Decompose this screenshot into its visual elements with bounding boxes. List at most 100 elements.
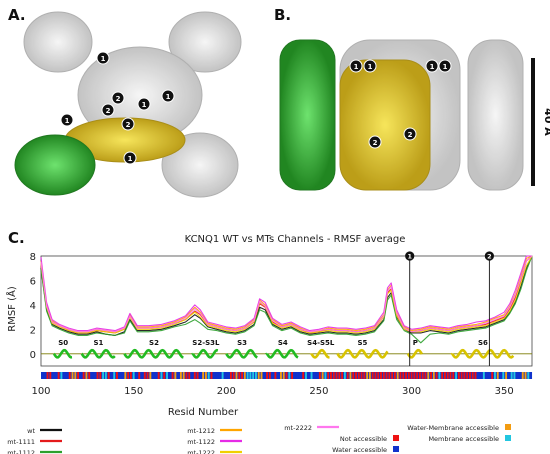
legend-label: mt-1111: [7, 438, 35, 446]
accessibility-residue: [138, 372, 141, 379]
accessibility-residue: [360, 372, 363, 379]
accessibility-residue: [71, 372, 74, 379]
accessibility-residue: [407, 372, 410, 379]
accessibility-residue: [430, 372, 432, 379]
x-tick-label: 350: [495, 386, 514, 397]
accessibility-residue: [474, 372, 477, 379]
accessibility-residue: [54, 372, 57, 379]
accessibility-residue: [260, 372, 263, 379]
accessibility-residue: [168, 372, 171, 379]
accessibility-residue: [296, 372, 299, 379]
accessibility-residue: [435, 372, 438, 379]
accessibility-residue: [299, 372, 302, 379]
accessibility-residue: [413, 372, 416, 379]
accessibility-residue: [377, 372, 380, 379]
accessibility-residue: [510, 372, 513, 379]
accessibility-residue: [274, 372, 277, 379]
accessibility-residue: [424, 372, 427, 379]
series-line-mt-1222: [40, 255, 533, 334]
accessibility-residue: [82, 372, 85, 379]
marker-circle: [484, 251, 494, 261]
accessibility-residue: [285, 372, 288, 379]
accessibility-residue: [196, 372, 199, 379]
chart-axes: 0 2 4 6 8 100 150 200 250 300 350: [30, 252, 533, 397]
helix-label: S4-S5L: [307, 339, 335, 347]
accessibility-residue: [338, 372, 341, 379]
helix-segment: [52, 348, 73, 359]
accessibility-residue: [243, 372, 246, 379]
structure-marker-label: 2: [126, 121, 131, 129]
accessibility-residue: [257, 372, 260, 379]
x-tick-label: 200: [217, 386, 236, 397]
x-tick-label: 100: [31, 386, 50, 397]
accessibility-residue: [102, 372, 105, 379]
legend-swatch: [505, 424, 511, 430]
structure-marker-label: 1: [128, 155, 133, 163]
helix-segment: [191, 348, 219, 359]
legend-label: wt: [27, 427, 35, 435]
series-line-mt-2222: [40, 255, 533, 333]
accessibility-residue: [249, 372, 252, 379]
accessibility-residue: [530, 372, 533, 379]
accessibility-residue: [252, 372, 255, 379]
y-tick-label: 4: [30, 301, 36, 312]
series-line-mt-1122: [40, 255, 532, 332]
accessibility-residue: [335, 372, 338, 379]
accessibility-residue: [380, 372, 382, 379]
accessibility-residue: [227, 372, 230, 379]
series-line-mt-1112: [40, 255, 533, 344]
accessibility-residue: [185, 372, 188, 379]
accessibility-residue: [291, 372, 294, 379]
panel-a-label: A.: [8, 6, 26, 24]
accessibility-residue: [405, 372, 407, 379]
accessibility-residue: [391, 372, 394, 379]
accessibility-residue: [427, 372, 430, 379]
accessibility-residue: [516, 372, 519, 379]
accessibility-residue: [210, 372, 213, 379]
accessibility-residue: [124, 372, 127, 379]
accessibility-residue: [191, 372, 193, 379]
accessibility-residue: [174, 372, 177, 379]
scale-bar-label: 40 Å: [542, 108, 550, 136]
accessibility-residue: [382, 372, 385, 379]
accessibility-residue: [352, 372, 355, 379]
accessibility-residue: [374, 372, 377, 379]
helix-label: S2: [149, 339, 159, 347]
accessibility-residue: [218, 372, 221, 379]
helix-label: S5: [358, 339, 368, 347]
helix-segment: [450, 348, 515, 359]
accessibility-residue: [41, 372, 43, 379]
accessibility-residue: [182, 372, 185, 379]
accessibility-residue: [99, 372, 102, 379]
accessibility-residue: [327, 372, 330, 379]
helix-segment: [336, 348, 389, 359]
accessibility-residue: [521, 372, 524, 379]
accessibility-residue: [410, 372, 413, 379]
structure-marker-label: 1: [368, 63, 373, 71]
accessibility-residue: [154, 372, 157, 379]
accessibility-residue: [485, 372, 488, 379]
accessibility-residue: [321, 372, 324, 379]
accessibility-residue: [310, 372, 313, 379]
structure-marker-label: 2: [116, 95, 121, 103]
accessibility-residue: [135, 372, 138, 379]
accessibility-residue: [177, 372, 180, 379]
accessibility-residue: [366, 372, 369, 379]
accessibility-residue: [452, 372, 455, 379]
structure-marker-label: 1: [443, 63, 448, 71]
accessibility-residue: [207, 372, 210, 379]
panel-a-structure-image: 1 2 1 1 1 2 2 1: [14, 11, 242, 198]
accessibility-residue: [66, 372, 68, 379]
legend-label: Not accessible: [340, 435, 387, 443]
accessibility-residue: [232, 372, 235, 379]
y-tick-label: 2: [30, 325, 36, 336]
accessibility-residue: [49, 372, 52, 379]
accessibility-residue: [307, 372, 310, 379]
accessibility-residue: [469, 372, 471, 379]
panel-b-label: B.: [274, 6, 292, 24]
accessibility-residue: [152, 372, 155, 379]
accessibility-residue: [519, 372, 521, 379]
accessibility-residue: [396, 372, 399, 379]
accessibility-residue: [63, 372, 66, 379]
accessibility-residue: [146, 372, 149, 379]
